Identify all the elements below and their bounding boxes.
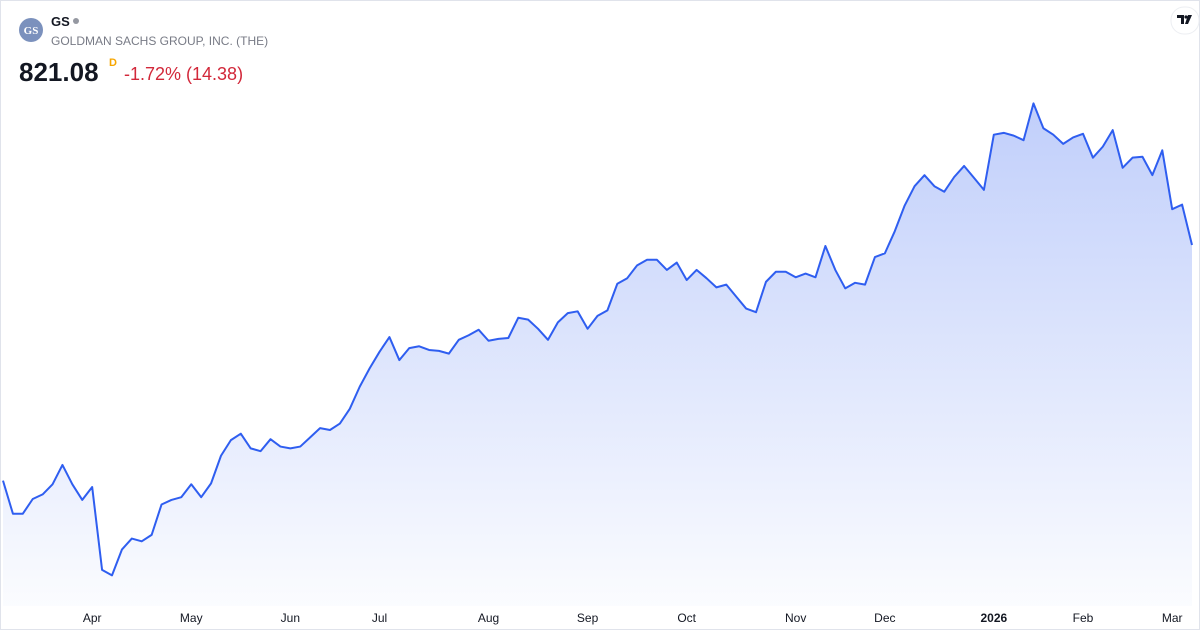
tv-logo: [1170, 6, 1200, 35]
status-dot: [73, 18, 79, 24]
logo: [19, 18, 43, 42]
x-tick-label: Apr: [83, 611, 102, 625]
company-name: GOLDMAN SACHS GROUP, INC. (THE): [51, 34, 268, 48]
price-flag: D: [109, 57, 117, 69]
x-tick-label: Dec: [874, 611, 895, 625]
area-fill: [3, 103, 1192, 607]
x-tick-label: Jun: [281, 611, 300, 625]
x-tick-label: Mar: [1162, 611, 1183, 625]
symbol: GS: [51, 14, 70, 29]
price-line: [2, 102, 1193, 577]
x-tick-label: 2026: [980, 611, 1007, 625]
logo-text: GS: [24, 25, 39, 37]
x-tick-label: Nov: [785, 611, 806, 625]
x-tick-label: Feb: [1073, 611, 1094, 625]
x-tick-label: Aug: [478, 611, 499, 625]
price: 821.08: [19, 57, 99, 87]
price-change: -1.72% (14.38): [124, 64, 243, 84]
x-tick-label: Oct: [677, 611, 696, 625]
x-tick-label: Jul: [372, 611, 387, 625]
plot-area: [2, 102, 1193, 607]
x-tick-label: May: [180, 611, 203, 625]
x-tick-label: Sep: [577, 611, 599, 625]
